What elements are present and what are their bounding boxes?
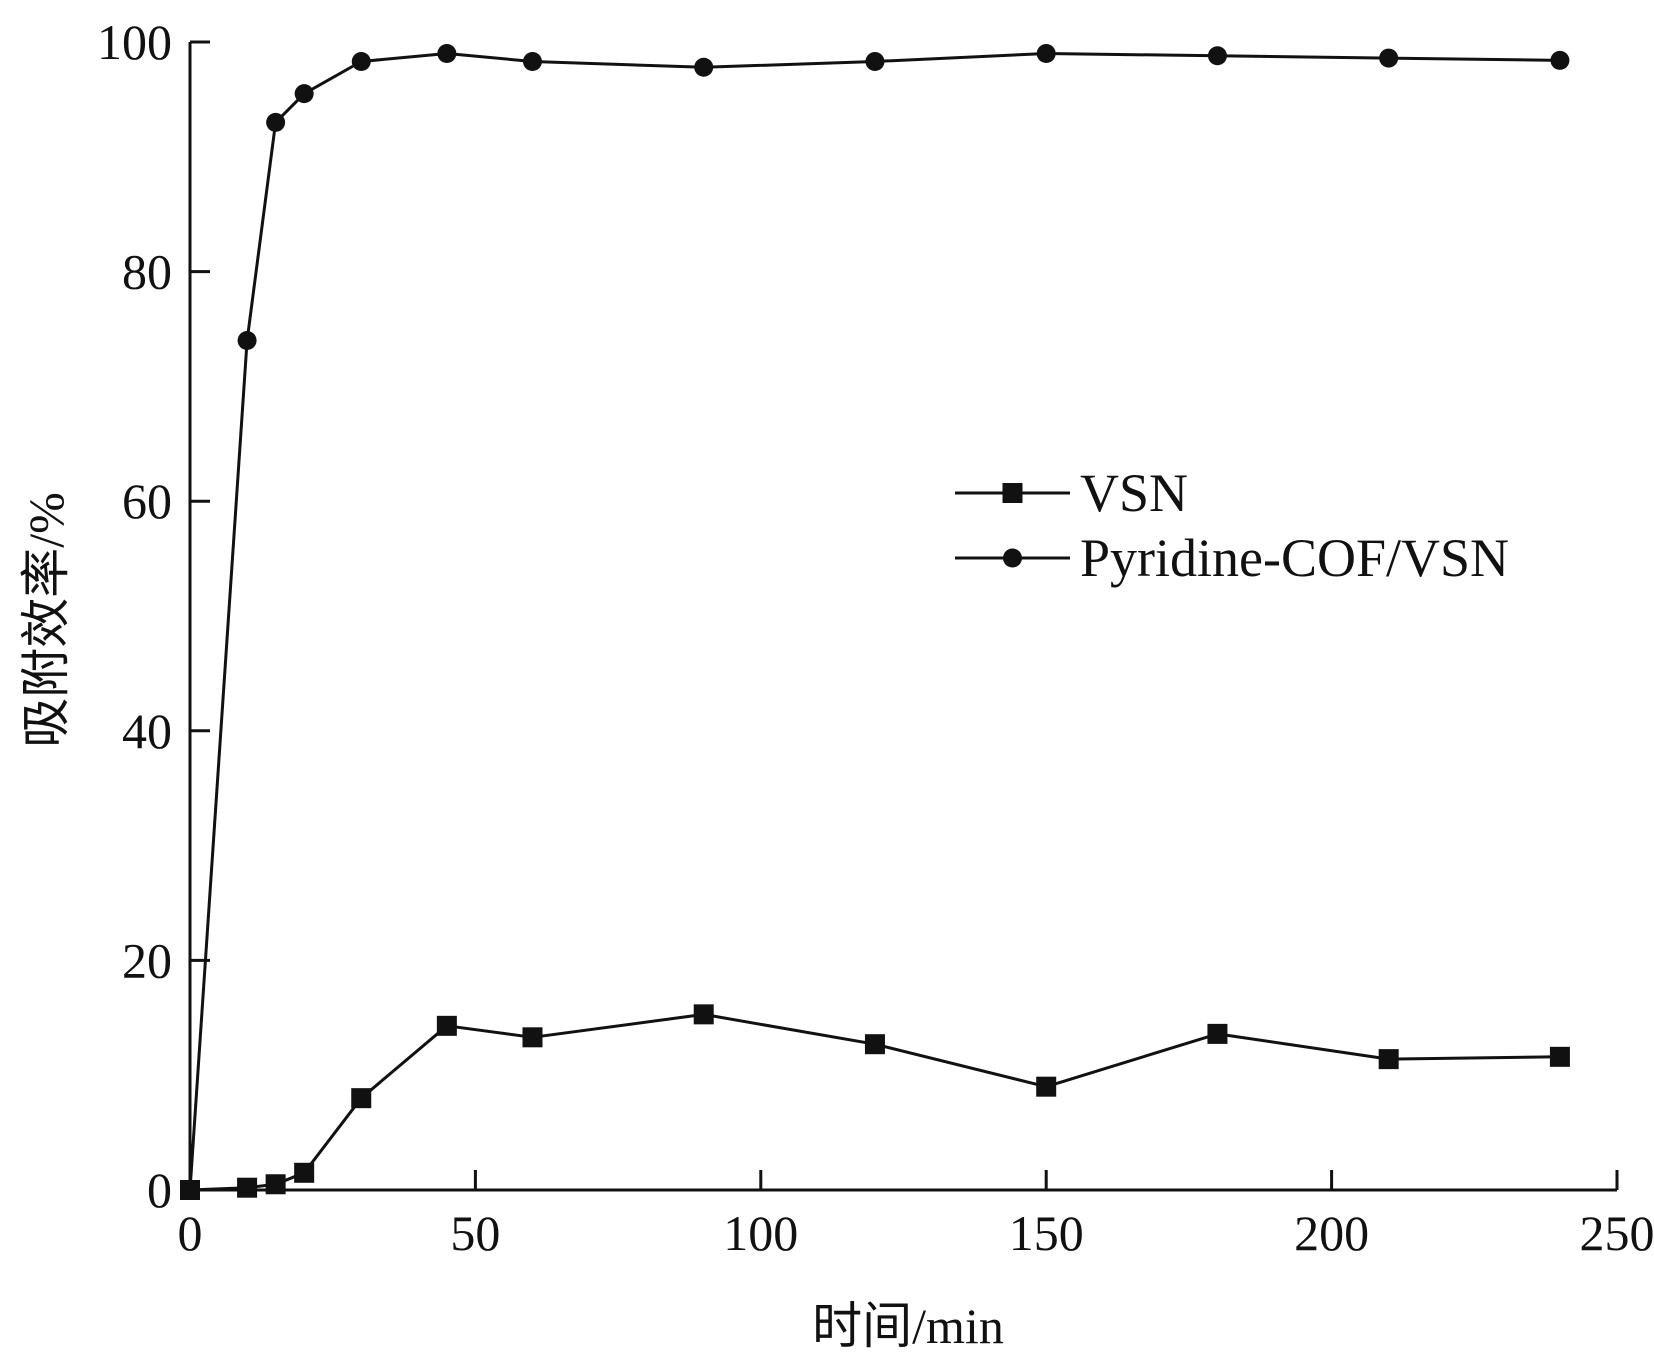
x-tick-label: 200 — [1294, 1205, 1369, 1261]
y-tick-label: 60 — [122, 473, 172, 529]
series-vsn — [180, 1004, 1570, 1200]
data-point-pyridine-cof-vsn — [294, 84, 314, 104]
x-tick-label: 150 — [1009, 1205, 1084, 1261]
data-point-vsn — [351, 1088, 372, 1109]
data-point-pyridine-cof-vsn — [266, 112, 286, 132]
data-point-pyridine-cof-vsn — [1550, 50, 1570, 70]
series-line-pyridine-cof-vsn — [188, 52, 1560, 1191]
data-point-pyridine-cof-vsn — [694, 57, 714, 77]
axes: 0 50 100 150 200 250 0 20 40 60 80 100 — [97, 14, 1654, 1261]
legend-marker — [1002, 483, 1023, 503]
data-point-vsn — [265, 1174, 286, 1195]
data-point-vsn — [864, 1034, 885, 1055]
data-point-vsn — [436, 1015, 457, 1036]
data-point-pyridine-cof-vsn — [237, 330, 257, 350]
series-layer — [180, 43, 1570, 1200]
legend-label: Pyridine-COF/VSN — [1080, 528, 1509, 588]
data-point-vsn — [1207, 1023, 1228, 1044]
legend-label: VSN — [1080, 463, 1188, 523]
data-point-pyridine-cof-vsn — [865, 52, 885, 72]
data-point-pyridine-cof-vsn — [522, 52, 542, 72]
data-point-vsn — [1036, 1076, 1057, 1097]
legend-item-vsn: VSN — [955, 463, 1188, 523]
y-tick-label: 80 — [122, 244, 172, 300]
x-axis-title: 时间/min — [812, 1298, 1004, 1354]
y-tick-label: 20 — [122, 932, 172, 988]
y-axis-title: 吸附效率/% — [18, 492, 74, 748]
data-point-vsn — [237, 1177, 258, 1198]
x-tick-label: 250 — [1580, 1205, 1654, 1261]
legend-marker — [1003, 548, 1022, 568]
y-tick-label: 0 — [147, 1162, 172, 1218]
data-point-pyridine-cof-vsn — [1207, 46, 1227, 66]
x-tick-label: 50 — [450, 1205, 500, 1261]
data-point-vsn — [693, 1004, 714, 1025]
y-tick-label: 40 — [122, 703, 172, 759]
data-point-pyridine-cof-vsn — [1379, 48, 1399, 68]
data-point-pyridine-cof-vsn — [437, 43, 457, 63]
data-point-vsn — [522, 1027, 543, 1048]
data-point-pyridine-cof-vsn — [180, 1180, 200, 1200]
series-pyridine-cof-vsn — [180, 43, 1570, 1200]
data-point-pyridine-cof-vsn — [1036, 43, 1056, 63]
data-point-vsn — [294, 1162, 315, 1183]
legend-item-pyridine-cof-vsn: Pyridine-COF/VSN — [955, 528, 1509, 588]
y-tick-label: 100 — [97, 14, 172, 70]
data-point-vsn — [1549, 1046, 1570, 1067]
data-point-vsn — [1378, 1049, 1399, 1070]
x-tick-label: 100 — [723, 1205, 798, 1261]
data-point-pyridine-cof-vsn — [351, 52, 371, 72]
x-tick-label: 0 — [178, 1205, 203, 1261]
